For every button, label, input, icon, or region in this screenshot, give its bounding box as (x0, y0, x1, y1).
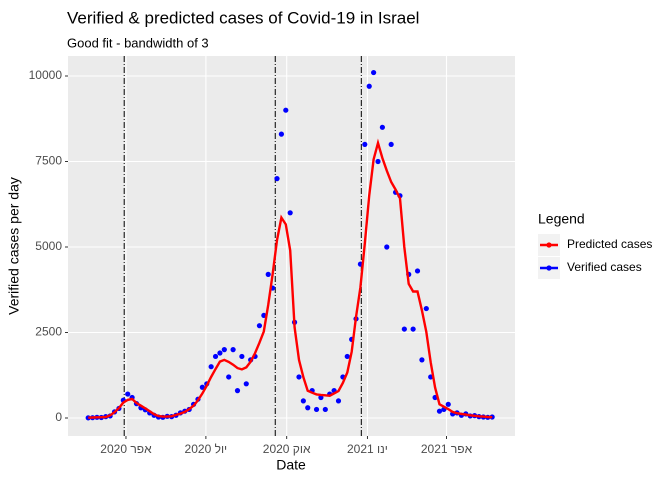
y-tick-label: 10000 (29, 68, 63, 82)
x-axis-title: Date (276, 457, 306, 473)
data-point (436, 408, 443, 414)
data-point (384, 244, 390, 250)
data-point (221, 347, 227, 353)
data-point (401, 326, 407, 332)
data-point (366, 83, 372, 89)
data-point (305, 405, 311, 411)
data-point (287, 210, 293, 216)
data-point (375, 158, 381, 165)
x-tick-label: אוק 2020 (263, 442, 311, 456)
data-point (371, 69, 377, 76)
data-point (313, 406, 320, 413)
data-point (199, 384, 205, 390)
legend-title: Legend (538, 211, 585, 227)
legend-point (546, 242, 552, 248)
legend-label: Verified cases (567, 260, 642, 274)
y-tick-label: 2500 (35, 325, 62, 339)
data-point (322, 406, 328, 413)
y-tick-label: 5000 (35, 239, 62, 253)
panel (68, 56, 515, 436)
data-point (274, 176, 280, 182)
data-point (423, 305, 429, 312)
data-point (419, 357, 425, 363)
data-point (243, 381, 249, 387)
data-point (208, 364, 214, 370)
x-tick-label: אפר 2021 (421, 442, 473, 456)
data-point (410, 326, 416, 332)
x-tick-label: יול 2020 (185, 442, 228, 456)
data-point (265, 271, 271, 277)
data-point (300, 398, 306, 404)
x-tick-label: אפר 2020 (100, 442, 152, 456)
chart-subtitle: Good fit - bandwidth of 3 (67, 35, 209, 50)
data-point (125, 391, 131, 397)
data-point (217, 350, 223, 356)
data-point (362, 141, 368, 148)
data-point (212, 353, 219, 360)
chart-title: Verified & predicted cases of Covid-19 i… (67, 8, 419, 27)
data-point (230, 347, 236, 353)
x-tick-label: ינו 2021 (347, 442, 388, 456)
data-point (388, 141, 394, 148)
data-line (88, 138, 493, 419)
data-point (445, 401, 451, 407)
data-point (379, 124, 385, 130)
data-point (278, 131, 285, 137)
y-tick-label: 0 (55, 410, 62, 424)
data-point (226, 374, 232, 380)
data-point (256, 323, 263, 329)
legend-point (546, 265, 552, 271)
y-tick-label: 7500 (35, 154, 62, 168)
y-axis-title: Verified cases per day (6, 177, 22, 315)
data-point (296, 374, 302, 380)
data-point (414, 268, 421, 274)
data-point (239, 353, 245, 360)
data-point (344, 353, 350, 360)
legend-label: Predicted cases (567, 237, 652, 251)
data-point (335, 398, 342, 404)
data-point (234, 388, 241, 394)
data-point (283, 107, 289, 113)
